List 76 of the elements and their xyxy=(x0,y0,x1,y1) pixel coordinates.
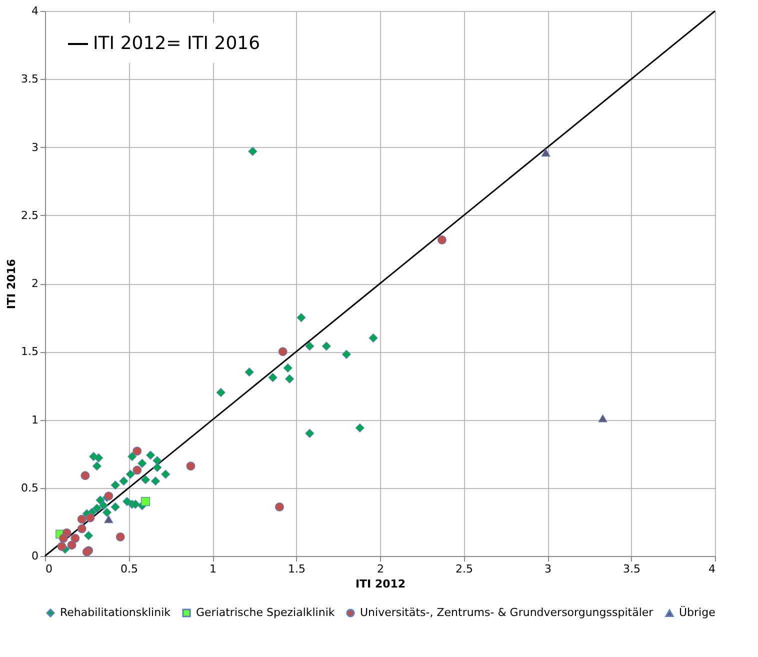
x-tick-label: 4 xyxy=(708,562,716,576)
y-tick-label: 3 xyxy=(32,140,38,154)
point xyxy=(161,470,170,479)
point xyxy=(92,462,102,471)
point xyxy=(368,334,378,342)
x-tick-label: 3.5 xyxy=(623,562,640,576)
y-tick-label: 4 xyxy=(32,4,38,18)
point xyxy=(342,350,351,359)
x-tick-label: 1.5 xyxy=(288,562,306,576)
point xyxy=(84,531,94,540)
point xyxy=(132,466,142,475)
point xyxy=(541,148,550,157)
point xyxy=(598,414,608,422)
point xyxy=(355,423,364,432)
point xyxy=(141,475,150,484)
point xyxy=(285,374,294,384)
point xyxy=(116,532,125,542)
point xyxy=(86,513,95,522)
legend-label: Geriatrische Spezialklinik xyxy=(196,606,336,619)
legend-label: ITI 2012= ITI 2016 xyxy=(93,33,260,54)
point xyxy=(146,450,156,460)
x-tick-label: 2 xyxy=(377,562,384,576)
point xyxy=(322,342,331,351)
y-tick-label: 3.5 xyxy=(21,72,38,86)
x-tick-label: 1 xyxy=(210,562,216,576)
point xyxy=(278,347,288,356)
point xyxy=(248,146,258,156)
x-tick-label: 0 xyxy=(46,562,52,576)
point xyxy=(186,462,196,471)
point xyxy=(275,502,284,512)
point xyxy=(130,500,140,509)
point xyxy=(92,504,102,513)
y-tick-label: 2.5 xyxy=(21,208,38,222)
point xyxy=(77,514,86,524)
point xyxy=(126,470,135,479)
legend-label: Universitäts-, Zentrums- & Grundversorgungsspitäler xyxy=(360,606,654,619)
point xyxy=(296,313,306,322)
y-tick-label: 1 xyxy=(32,413,38,426)
point xyxy=(151,476,160,486)
point xyxy=(138,458,147,468)
point xyxy=(305,428,314,438)
point xyxy=(67,540,76,550)
point xyxy=(104,515,114,524)
point xyxy=(110,480,120,490)
point xyxy=(268,373,278,382)
y-tick-label: 0 xyxy=(32,550,38,562)
point xyxy=(99,501,108,510)
point xyxy=(128,452,137,462)
x-tick-label: 3 xyxy=(544,562,552,576)
point xyxy=(132,446,142,456)
point xyxy=(96,496,105,505)
x-tick-label: 2.5 xyxy=(456,562,473,576)
point xyxy=(141,497,150,506)
point xyxy=(305,342,314,351)
point xyxy=(57,542,66,551)
point xyxy=(216,388,226,397)
point xyxy=(94,453,104,462)
point xyxy=(58,534,68,543)
legend-label: Rehabilitationsklinik xyxy=(60,606,172,619)
point xyxy=(80,471,90,480)
x-axis-title: ITI 2012 xyxy=(355,578,406,590)
point xyxy=(283,363,292,372)
point xyxy=(437,235,446,244)
x-tick-label: 0.5 xyxy=(120,562,138,576)
point xyxy=(119,476,128,486)
y-axis-title: ITI 2016 xyxy=(5,258,18,310)
y-tick-label: 2 xyxy=(32,277,38,290)
legend-label: Übrige xyxy=(679,605,716,620)
point xyxy=(152,462,162,472)
point xyxy=(70,534,80,543)
point xyxy=(244,368,254,377)
y-tick-label: 1.5 xyxy=(21,345,38,358)
y-tick-label: 0.5 xyxy=(21,481,38,494)
point xyxy=(77,524,86,534)
point xyxy=(110,502,120,512)
point xyxy=(102,508,112,517)
